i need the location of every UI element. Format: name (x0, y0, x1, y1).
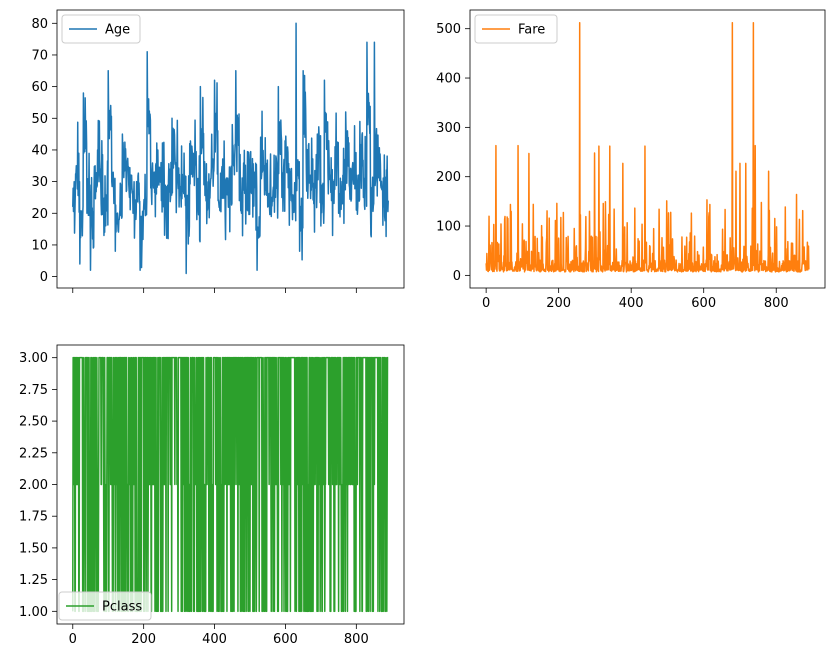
y-tick-label: 100 (436, 220, 461, 235)
chart-fare: 0 200 400 600 800 0 100 200 300 400 500 Fare (436, 9, 826, 311)
y-tick-label: 200 (436, 170, 461, 185)
legend-label: Age (105, 23, 130, 38)
x-tick-label: 600 (273, 632, 298, 647)
y-tick-label: 1.50 (19, 541, 48, 556)
x-tick-label: 200 (546, 296, 571, 311)
y-tick-label: 2.25 (19, 446, 48, 461)
y-tick-label: 1.75 (19, 510, 48, 525)
x-tick-label: 800 (344, 632, 369, 647)
x-tick-label: 400 (202, 632, 227, 647)
y-tick-label: 70 (31, 48, 48, 63)
y-tick-label: 1.25 (19, 573, 48, 588)
chart-pclass: 0 200 400 600 800 1.00 1.25 1.50 1.75 2.00 2.25 2.5… (19, 344, 405, 647)
axes-frame (469, 9, 826, 289)
y-tick-label: 0 (453, 269, 461, 284)
y-tick-label: 3.00 (19, 351, 48, 366)
y-tick-label: 2.75 (19, 383, 48, 398)
x-tick-label: 0 (482, 296, 490, 311)
x-tick-label: 200 (131, 632, 156, 647)
x-tick-label: 800 (764, 296, 789, 311)
legend: Pclass (58, 591, 152, 621)
x-tick-label: 0 (69, 632, 77, 647)
legend-label: Fare (518, 23, 545, 38)
chart-age: 0 10 20 30 40 50 60 70 80 Age (31, 9, 405, 293)
x-tick-label: 400 (619, 296, 644, 311)
y-tick-label: 2.00 (19, 478, 48, 493)
legend: Fare (474, 14, 558, 44)
y-tick-label: 2.50 (19, 415, 48, 430)
series-line-fare (485, 22, 810, 273)
legend-box (474, 14, 558, 44)
y-tick-label: 80 (31, 17, 48, 32)
y-tick-label: 30 (31, 175, 48, 190)
y-tick-label: 500 (436, 22, 461, 37)
y-tick-label: 20 (31, 207, 48, 222)
legend-box (61, 14, 141, 44)
y-tick-label: 60 (31, 80, 48, 95)
y-tick-label: 50 (31, 112, 48, 127)
y-tick-label: 400 (436, 72, 461, 87)
legend-box (58, 591, 152, 621)
legend-label: Pclass (102, 600, 142, 615)
legend: Age (61, 14, 141, 44)
series-line-age (72, 22, 389, 275)
y-tick-label: 1.00 (19, 605, 48, 620)
axes-frame (56, 9, 405, 289)
y-tick-label: 0 (40, 270, 48, 285)
y-tick-label: 300 (436, 121, 461, 136)
x-tick-label: 600 (691, 296, 716, 311)
y-tick-label: 40 (31, 143, 48, 158)
series-line-pclass (72, 356, 389, 613)
y-tick-label: 10 (31, 238, 48, 253)
